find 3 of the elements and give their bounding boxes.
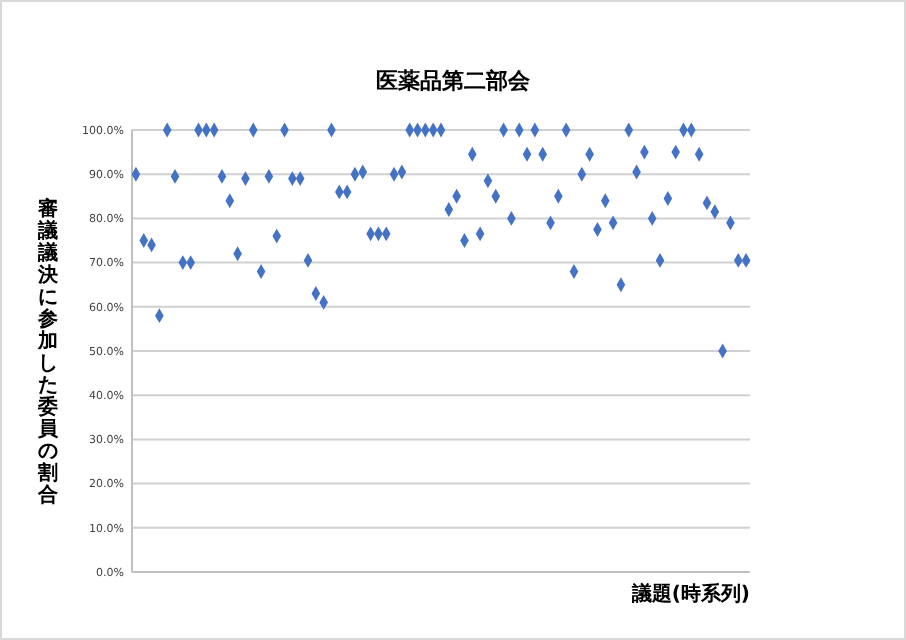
text: 審議議決に参加した委員の割合 [38, 199, 58, 507]
chart-title: 医薬品第二部会 [376, 68, 532, 94]
x-axis-title: 議題(時系列) [629, 582, 750, 606]
